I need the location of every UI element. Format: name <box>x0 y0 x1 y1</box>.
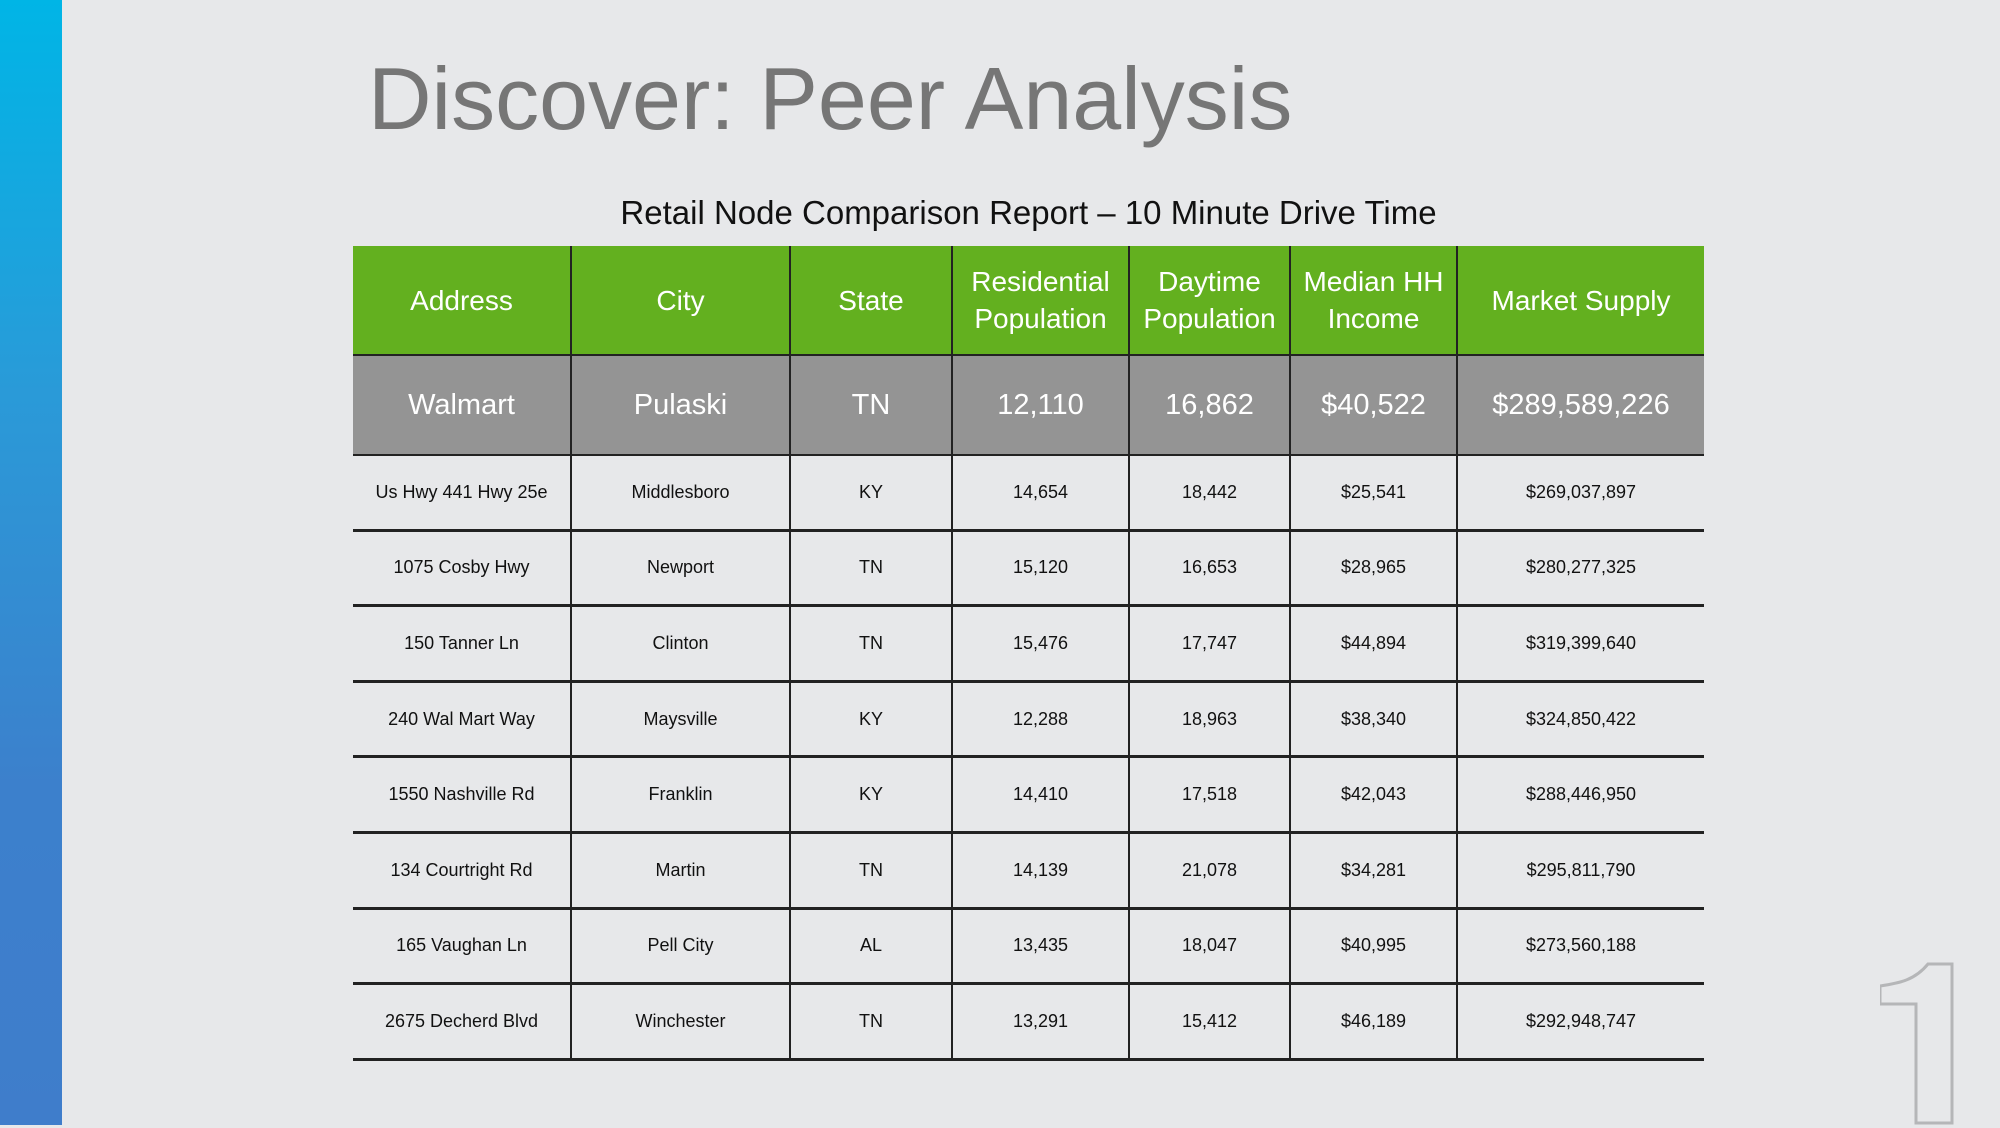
cell-state: TN <box>789 832 953 910</box>
cell-city: Martin <box>570 832 791 910</box>
cell-residential-pop: 15,476 <box>951 605 1130 683</box>
column-header-market-supply: Market Supply <box>1456 246 1704 356</box>
cell-daytime-pop: 17,518 <box>1128 756 1291 834</box>
cell-residential-pop: 12,288 <box>951 681 1130 759</box>
cell-residential-pop: 12,110 <box>951 355 1130 456</box>
cell-market-supply: $289,589,226 <box>1456 355 1704 456</box>
table-row: 2675 Decherd Blvd Winchester TN 13,291 15,41… <box>353 983 1704 1061</box>
table-header-row: Address City State Residential Population Da… <box>353 246 1704 356</box>
column-header-state: State <box>789 246 953 356</box>
cell-address: 134 Courtright Rd <box>353 832 572 910</box>
cell-address: 1075 Cosby Hwy <box>353 530 572 608</box>
cell-median-income: $42,043 <box>1289 756 1458 834</box>
accent-sidebar <box>0 0 62 1125</box>
cell-state: TN <box>789 983 953 1061</box>
cell-state: AL <box>789 908 953 986</box>
cell-daytime-pop: 21,078 <box>1128 832 1291 910</box>
table-caption: Retail Node Comparison Report – 10 Minut… <box>620 194 1437 231</box>
slide-title: Discover: Peer Analysis <box>368 49 1293 148</box>
table-row: Us Hwy 441 Hwy 25e Middlesboro KY 14,654 18,… <box>353 455 1704 532</box>
cell-market-supply: $269,037,897 <box>1456 455 1704 532</box>
cell-state: TN <box>789 355 953 456</box>
cell-address: 2675 Decherd Blvd <box>353 983 572 1061</box>
column-header-median-income: Median HH Income <box>1289 246 1458 356</box>
cell-residential-pop: 15,120 <box>951 530 1130 608</box>
cell-market-supply: $324,850,422 <box>1456 681 1704 759</box>
cell-residential-pop: 14,410 <box>951 756 1130 834</box>
cell-daytime-pop: 18,442 <box>1128 455 1291 532</box>
cell-city: Newport <box>570 530 791 608</box>
cell-residential-pop: 14,654 <box>951 455 1130 532</box>
cell-residential-pop: 14,139 <box>951 832 1130 910</box>
cell-state: KY <box>789 455 953 532</box>
cell-daytime-pop: 15,412 <box>1128 983 1291 1061</box>
cell-median-income: $34,281 <box>1289 832 1458 910</box>
column-header-daytime-pop: Daytime Population <box>1128 246 1291 356</box>
cell-daytime-pop: 17,747 <box>1128 605 1291 683</box>
cell-city: Middlesboro <box>570 455 791 532</box>
cell-city: Maysville <box>570 681 791 759</box>
cell-market-supply: $295,811,790 <box>1456 832 1704 910</box>
cell-daytime-pop: 16,653 <box>1128 530 1291 608</box>
cell-city: Pell City <box>570 908 791 986</box>
cell-median-income: $28,965 <box>1289 530 1458 608</box>
column-header-residential-pop: Residential Population <box>951 246 1130 356</box>
cell-daytime-pop: 16,862 <box>1128 355 1291 456</box>
cell-address: Us Hwy 441 Hwy 25e <box>353 455 572 532</box>
cell-state: TN <box>789 530 953 608</box>
cell-city: Winchester <box>570 983 791 1061</box>
cell-median-income: $44,894 <box>1289 605 1458 683</box>
cell-city: Franklin <box>570 756 791 834</box>
cell-residential-pop: 13,435 <box>951 908 1130 986</box>
table-row: 1550 Nashville Rd Franklin KY 14,410 17,518 $… <box>353 756 1704 834</box>
cell-address: Walmart <box>353 355 572 456</box>
cell-median-income: $40,522 <box>1289 355 1458 456</box>
table-row: 1075 Cosby Hwy Newport TN 15,120 16,653 $28,9… <box>353 530 1704 608</box>
cell-address: 165 Vaughan Ln <box>353 908 572 986</box>
cell-market-supply: $288,446,950 <box>1456 756 1704 834</box>
peer-comparison-table: Address City State Residential Population Da… <box>353 246 1704 1061</box>
cell-state: TN <box>789 605 953 683</box>
cell-daytime-pop: 18,047 <box>1128 908 1291 986</box>
cell-state: KY <box>789 681 953 759</box>
table-row: 240 Wal Mart Way Maysville KY 12,288 18,963 $… <box>353 681 1704 759</box>
column-header-address: Address <box>353 246 572 356</box>
cell-address: 1550 Nashville Rd <box>353 756 572 834</box>
table-row: 165 Vaughan Ln Pell City AL 13,435 18,047 $40… <box>353 908 1704 986</box>
cell-residential-pop: 13,291 <box>951 983 1130 1061</box>
table-row: 150 Tanner Ln Clinton TN 15,476 17,747 $44,89… <box>353 605 1704 683</box>
cell-market-supply: $273,560,188 <box>1456 908 1704 986</box>
table-row: 134 Courtright Rd Martin TN 14,139 21,078 $34… <box>353 832 1704 910</box>
cell-median-income: $25,541 <box>1289 455 1458 532</box>
page-number-graphic: 1 <box>1880 962 1954 1125</box>
cell-daytime-pop: 18,963 <box>1128 681 1291 759</box>
cell-market-supply: $292,948,747 <box>1456 983 1704 1061</box>
column-header-city: City <box>570 246 791 356</box>
cell-median-income: $46,189 <box>1289 983 1458 1061</box>
cell-median-income: $40,995 <box>1289 908 1458 986</box>
cell-address: 150 Tanner Ln <box>353 605 572 683</box>
subject-row: Walmart Pulaski TN 12,110 16,862 $40,522 $289,… <box>353 355 1704 456</box>
cell-city: Pulaski <box>570 355 791 456</box>
cell-market-supply: $280,277,325 <box>1456 530 1704 608</box>
cell-address: 240 Wal Mart Way <box>353 681 572 759</box>
cell-market-supply: $319,399,640 <box>1456 605 1704 683</box>
cell-state: KY <box>789 756 953 834</box>
cell-city: Clinton <box>570 605 791 683</box>
cell-median-income: $38,340 <box>1289 681 1458 759</box>
